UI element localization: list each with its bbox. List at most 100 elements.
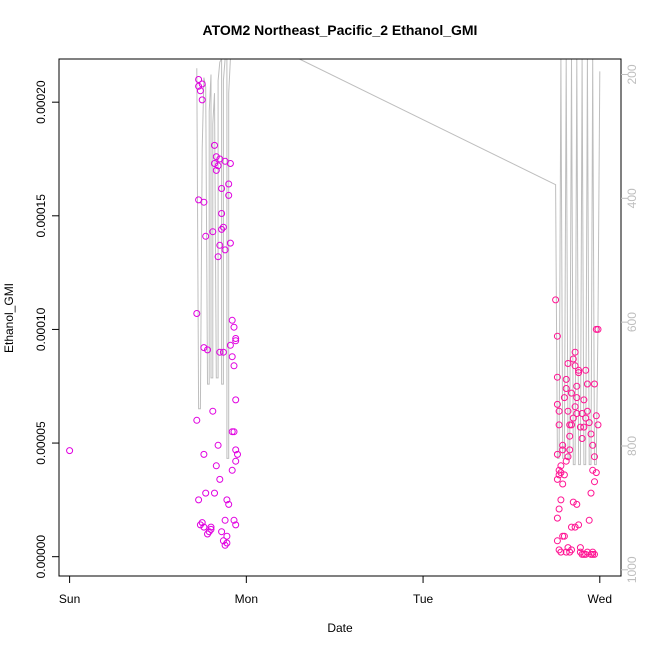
data-point [207,525,215,533]
data-point [226,341,234,349]
data-point [232,337,240,345]
data-point [571,348,579,356]
data-point [566,548,574,556]
data-point [230,428,238,436]
data-point [564,544,572,552]
data-point [562,375,570,383]
data-point [225,500,233,508]
y-tick-label: 0.00000 [34,535,48,579]
data-point [575,369,583,377]
data-point [211,489,218,497]
data-point [221,541,229,549]
data-point [216,348,224,356]
data-point [575,521,583,529]
data-point [555,421,563,429]
data-point [560,471,568,479]
data-point [562,385,570,392]
data-point [585,419,593,427]
data-point [214,253,222,261]
data-point [207,523,215,531]
data-point [216,241,224,249]
x-tick-label: Tue [413,592,434,606]
series-2 [552,296,602,558]
data-point [571,403,579,411]
data-point [196,87,204,95]
data-point [218,185,226,192]
data-point [571,362,579,370]
data-point [200,523,208,531]
data-point [195,496,203,504]
data-point [202,232,210,240]
y-tick-label: 0.00020 [34,80,48,124]
data-point [557,462,565,470]
data-point [200,344,208,352]
data-point [230,323,238,331]
data-point [592,469,600,477]
data-point [553,514,561,522]
data-point [564,360,572,367]
data-point [232,446,240,454]
data-point [195,76,203,83]
data-point [587,489,595,497]
data-point [200,198,208,206]
data-point [568,523,575,531]
data-point [232,457,240,465]
data-point [223,539,231,547]
data-point [553,373,561,381]
data-point [552,296,560,304]
data-point [562,457,570,465]
y2-tick-label: 400 [625,188,639,208]
data-point [219,348,227,356]
plot-area [66,59,602,558]
data-point [225,180,233,188]
chart-title: ATOM2 Northeast_Pacific_2 Ethanol_GMI [203,22,478,38]
data-point [560,532,568,540]
data-point [573,500,581,508]
data-point [223,532,231,540]
data-point [66,447,74,455]
data-point [202,489,210,497]
data-point [204,346,211,354]
data-point [225,191,233,199]
data-point [569,414,577,422]
x-tick-label: Sun [59,592,80,606]
data-point [230,516,238,524]
y2-tick-label: 800 [625,436,639,456]
y-axis: 0.00000 0.00005 0.00010 0.00015 0.00020 [34,80,59,578]
data-point [580,423,588,431]
data-point [580,396,588,404]
data-point [575,366,583,374]
data-point [553,332,561,340]
data-point [573,410,581,417]
data-point [585,516,593,524]
data-point [196,521,204,529]
y2-tick-label: 200 [625,64,639,84]
data-point [209,407,217,415]
y-tick-label: 0.00005 [34,421,48,465]
data-point [571,523,579,531]
data-point [223,496,231,504]
series-1 [66,76,241,549]
data-point [226,160,234,167]
y-tick-label: 0.00015 [34,194,48,238]
data-point [555,407,563,415]
data-point [216,475,224,483]
data-point [582,414,590,422]
x-tick-label: Mon [235,592,258,606]
data-point [214,441,222,449]
data-point [214,162,222,170]
data-point [591,380,598,388]
data-point [569,498,577,506]
data-point [557,548,565,556]
data-point [566,432,574,440]
data-point [553,450,561,458]
x-tick-label: Wed [588,592,612,606]
data-point [587,430,595,438]
data-point [198,96,206,104]
data-point [578,435,586,442]
data-point [218,225,226,233]
data-point [219,223,227,231]
data-point [212,166,220,174]
data-point [594,421,602,429]
